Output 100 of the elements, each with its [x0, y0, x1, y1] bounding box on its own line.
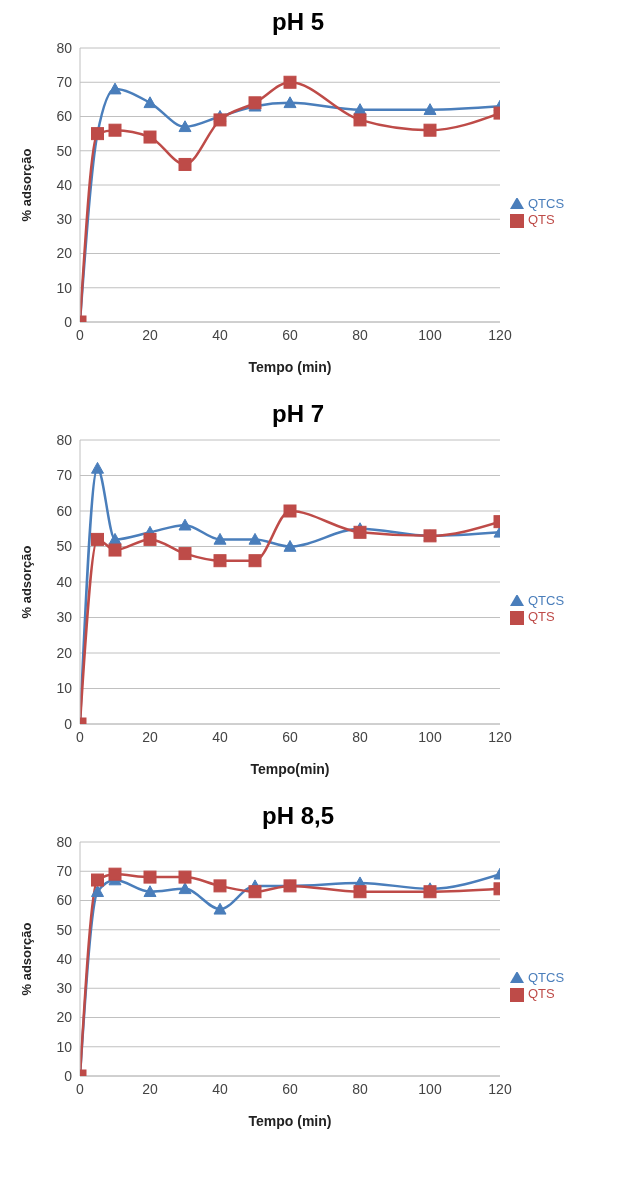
- point: [178, 518, 192, 531]
- y-tick-label: 20: [56, 245, 73, 262]
- point: [353, 525, 367, 539]
- point: [143, 885, 157, 898]
- x-tick-label: 40: [212, 1080, 228, 1097]
- y-tick-label: 10: [56, 279, 73, 296]
- point: [143, 96, 157, 109]
- point: [248, 554, 262, 568]
- legend-label: QTS: [528, 986, 555, 1001]
- legend-label: QTS: [528, 212, 555, 227]
- x-tick-label: 80: [352, 728, 368, 745]
- point: [213, 113, 227, 127]
- point: [178, 120, 192, 133]
- point: [143, 532, 157, 546]
- y-tick-label: 10: [56, 680, 73, 697]
- y-tick-label: 20: [56, 1009, 73, 1026]
- x-tick-label: 120: [488, 326, 512, 343]
- legend-label: QTCS: [528, 593, 565, 609]
- x-tick-label: 0: [76, 1080, 85, 1097]
- y-axis-title: % adsorção: [18, 148, 34, 222]
- point: [423, 885, 437, 899]
- point: [178, 157, 192, 171]
- point: [283, 75, 297, 89]
- legend-label: QTS: [528, 609, 555, 624]
- y-tick-label: 30: [56, 211, 73, 228]
- y-tick-label: 60: [56, 502, 73, 519]
- y-axis-title: % adsorção: [18, 922, 34, 996]
- y-tick-label: 0: [64, 1067, 73, 1084]
- point: [91, 532, 104, 546]
- point: [283, 96, 297, 109]
- x-axis-title: Tempo (min): [248, 359, 332, 375]
- x-tick-label: 40: [212, 728, 228, 745]
- x-tick-label: 40: [212, 326, 228, 343]
- x-tick-label: 60: [282, 728, 298, 745]
- point: [91, 461, 104, 474]
- x-tick-label: 0: [76, 326, 85, 343]
- point: [353, 113, 367, 127]
- point: [178, 870, 192, 884]
- x-tick-label: 20: [142, 1080, 158, 1097]
- point: [108, 123, 122, 137]
- point: [213, 532, 227, 545]
- x-tick-label: 80: [352, 1080, 368, 1097]
- y-tick-label: 60: [56, 108, 73, 125]
- x-axis-title: Tempo(min): [250, 761, 330, 777]
- x-tick-label: 120: [488, 1080, 512, 1097]
- x-tick-label: 100: [418, 326, 442, 343]
- point: [178, 882, 192, 895]
- point: [143, 130, 157, 144]
- point: [213, 879, 227, 893]
- y-tick-label: 0: [64, 313, 73, 330]
- point: [283, 540, 297, 552]
- y-tick-label: 30: [56, 980, 73, 997]
- y-tick-label: 70: [56, 74, 73, 91]
- x-tick-label: 100: [418, 1080, 442, 1097]
- y-tick-label: 70: [56, 467, 73, 484]
- y-tick-label: 40: [56, 950, 73, 967]
- y-tick-label: 0: [64, 715, 73, 732]
- point: [248, 885, 262, 899]
- x-tick-label: 20: [142, 728, 158, 745]
- chart-title: pH 8,5: [261, 802, 335, 829]
- x-tick-label: 20: [142, 326, 158, 343]
- x-tick-label: 0: [76, 728, 85, 745]
- point: [213, 902, 227, 915]
- y-axis-title: % adsorção: [18, 545, 34, 619]
- point: [248, 532, 262, 545]
- point: [178, 547, 192, 561]
- x-tick-label: 60: [282, 326, 298, 343]
- point: [108, 543, 122, 557]
- legend-label: QTCS: [528, 970, 565, 986]
- y-tick-label: 70: [56, 863, 73, 880]
- x-tick-label: 100: [418, 728, 442, 745]
- point: [91, 873, 104, 887]
- point: [108, 82, 122, 95]
- y-tick-label: 50: [56, 538, 73, 555]
- point: [353, 885, 367, 899]
- point: [423, 123, 437, 137]
- x-tick-label: 80: [352, 326, 368, 343]
- point: [91, 885, 104, 898]
- y-tick-label: 50: [56, 142, 73, 159]
- y-tick-label: 60: [56, 892, 73, 909]
- y-tick-label: 80: [56, 39, 73, 56]
- point: [213, 554, 227, 568]
- y-tick-label: 80: [56, 833, 73, 850]
- point: [283, 504, 297, 518]
- y-tick-label: 40: [56, 176, 73, 193]
- point: [423, 103, 437, 115]
- point: [143, 870, 157, 884]
- x-axis-title: Tempo (min): [248, 1113, 332, 1129]
- y-tick-label: 20: [56, 644, 73, 661]
- y-tick-label: 40: [56, 573, 73, 590]
- x-tick-label: 60: [282, 1080, 298, 1097]
- legend-label: QTCS: [528, 196, 565, 212]
- y-tick-label: 30: [56, 609, 73, 626]
- x-tick-label: 120: [488, 728, 512, 745]
- y-tick-label: 50: [56, 921, 73, 938]
- point: [108, 867, 122, 881]
- y-tick-label: 10: [56, 1038, 73, 1055]
- y-tick-label: 80: [56, 431, 73, 448]
- chart-title: pH 7: [271, 400, 324, 427]
- chart-title: pH 5: [271, 8, 324, 35]
